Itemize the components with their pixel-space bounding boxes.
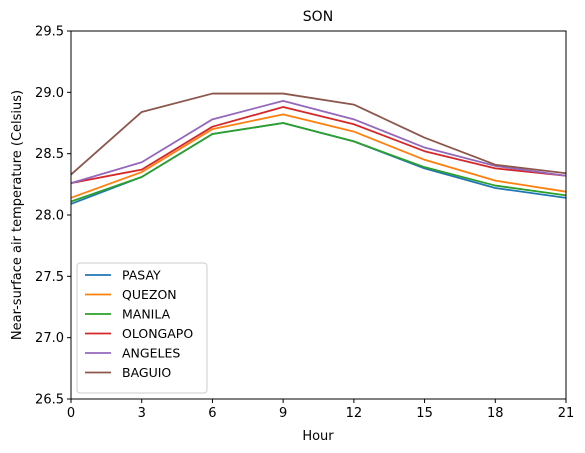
chart-title: SON bbox=[303, 9, 333, 25]
x-tick-label: 9 bbox=[279, 406, 287, 421]
legend-box bbox=[76, 262, 208, 394]
legend-label-baguio: BAGUIO bbox=[122, 365, 171, 380]
legend-label-pasay: PASAY bbox=[122, 268, 161, 283]
legend-label-quezon: QUEZON bbox=[122, 287, 177, 302]
y-axis: 26.5 27.0 27.5 28.0 28.5 29.0 29.5 bbox=[35, 25, 71, 408]
series-line-manila bbox=[70, 122, 567, 203]
legend: PASAY QUEZON MANILA OLONGAPO ANGELES BAGUIO bbox=[76, 262, 208, 394]
y-tick-label: 27.5 bbox=[35, 270, 64, 285]
series-line-baguio bbox=[70, 92, 567, 176]
series-line-angeles bbox=[70, 100, 567, 184]
series-line-quezon bbox=[70, 113, 567, 199]
y-tick-label: 29.5 bbox=[35, 25, 64, 40]
x-tick-label: 21 bbox=[558, 406, 575, 421]
series-line-olongapo bbox=[70, 106, 567, 184]
plot-lines bbox=[70, 92, 567, 205]
legend-label-olongapo: OLONGAPO bbox=[122, 326, 193, 341]
x-tick-label: 6 bbox=[208, 406, 216, 421]
x-tick-label: 15 bbox=[416, 406, 433, 421]
legend-label-manila: MANILA bbox=[122, 307, 171, 322]
x-axis: 0 3 6 9 12 15 18 21 bbox=[67, 399, 574, 421]
y-tick-label: 27.0 bbox=[35, 331, 64, 346]
x-tick-label: 18 bbox=[487, 406, 504, 421]
x-tick-label: 0 bbox=[67, 406, 75, 421]
y-tick-label: 26.5 bbox=[35, 393, 64, 408]
y-tick-label: 28.0 bbox=[35, 209, 64, 224]
x-tick-label: 12 bbox=[346, 406, 363, 421]
y-tick-label: 28.5 bbox=[35, 147, 64, 162]
y-tick-label: 29.0 bbox=[35, 86, 64, 101]
x-axis-label: Hour bbox=[302, 429, 334, 444]
y-axis-label: Near-surface air temperature (Celsius) bbox=[10, 90, 25, 340]
x-tick-label: 3 bbox=[138, 406, 146, 421]
legend-label-angeles: ANGELES bbox=[122, 346, 180, 361]
